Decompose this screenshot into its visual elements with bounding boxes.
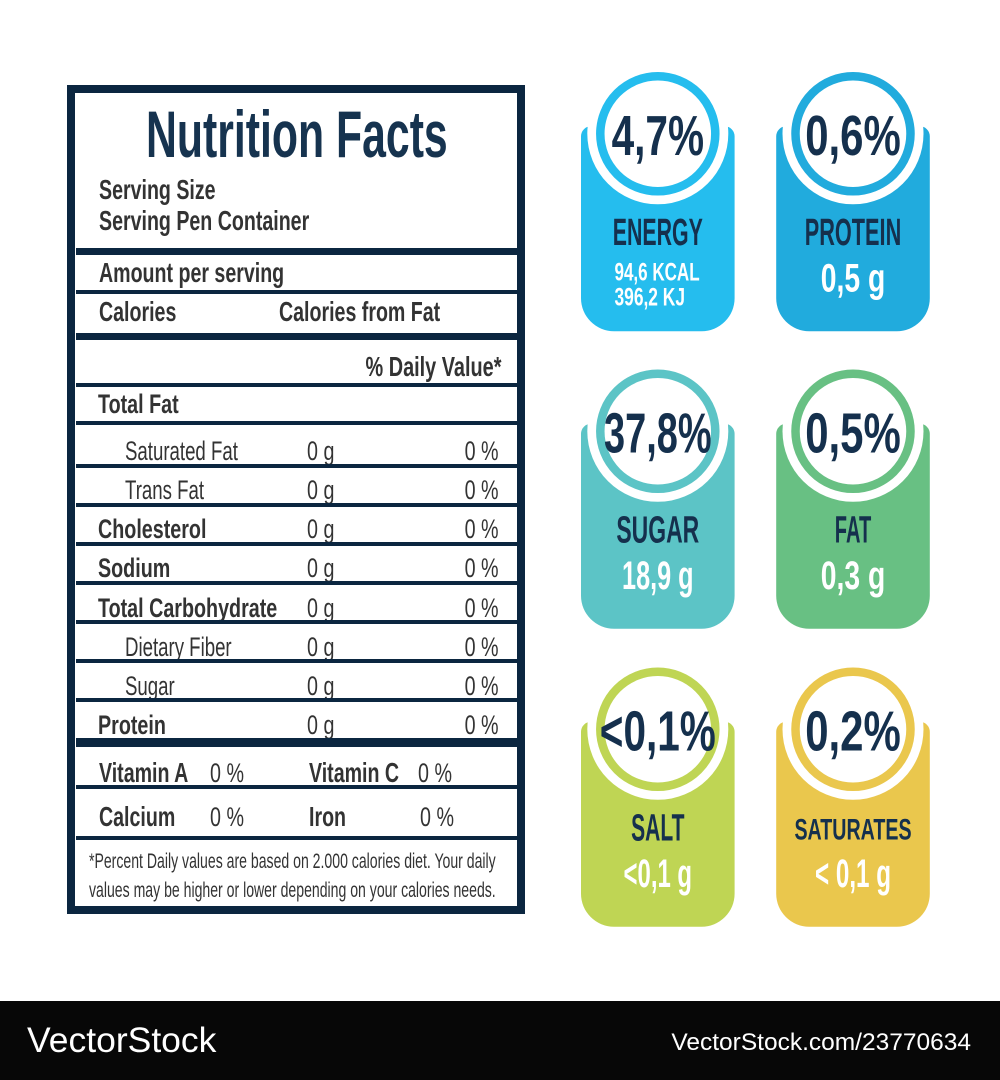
svg-text:SALT: SALT — [631, 808, 684, 850]
svg-text:SUGAR: SUGAR — [616, 510, 699, 552]
svg-text:4,7%: 4,7% — [612, 104, 704, 168]
svg-text:<0,1%: <0,1% — [600, 699, 716, 763]
svg-text:SATURATES: SATURATES — [794, 814, 911, 847]
svg-text:0,5%: 0,5% — [805, 401, 901, 465]
svg-text:396,2 KJ: 396,2 KJ — [615, 284, 686, 312]
svg-text:37,8%: 37,8% — [604, 401, 712, 465]
svg-text:18,9 g: 18,9 g — [622, 554, 694, 598]
svg-text:ENERGY: ENERGY — [613, 212, 703, 254]
svg-text:FAT: FAT — [835, 510, 871, 552]
svg-text:94,6 KCAL: 94,6 KCAL — [615, 258, 700, 286]
svg-text:0,3 g: 0,3 g — [821, 554, 886, 598]
svg-text:0,5 g: 0,5 g — [821, 257, 886, 301]
svg-text:0,2%: 0,2% — [805, 699, 901, 763]
svg-text:0,6%: 0,6% — [805, 104, 901, 168]
svg-text:PROTEIN: PROTEIN — [805, 212, 902, 254]
svg-text:< 0,1 g: < 0,1 g — [815, 852, 891, 896]
svg-text:<0,1 g: <0,1 g — [624, 852, 693, 896]
